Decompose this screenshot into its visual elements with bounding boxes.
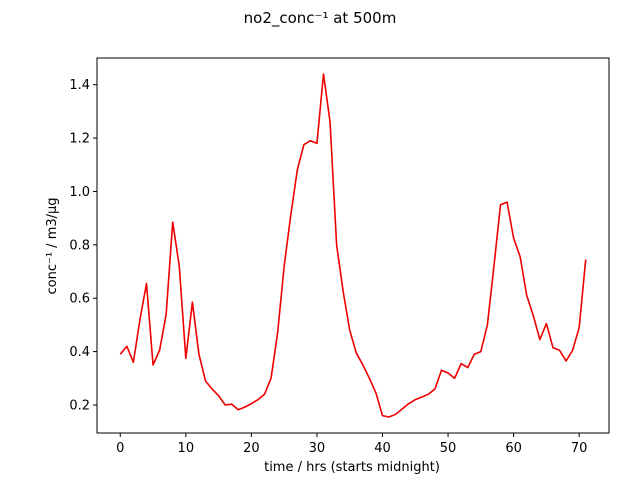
x-tick-label: 10 [178,441,195,456]
plot-frame [96,57,610,434]
y-tick-label: 1.2 [69,132,90,147]
y-tick-label: 1.0 [69,185,90,200]
x-tick-label: 70 [571,441,588,456]
series-line-0 [119,73,587,418]
x-tick-label: 0 [116,441,124,456]
plot-area [119,73,587,418]
y-tick-label: 0.2 [69,398,90,413]
x-axis: 0 10 20 30 40 50 60 70 [116,433,587,456]
chart-title: no2_conc⁻¹ at 500m [244,9,397,28]
x-tick-label: 20 [243,441,260,456]
x-tick-label: 30 [309,441,326,456]
y-tick-label: 0.8 [69,238,90,253]
x-axis-label: time / hrs (starts midnight) [264,460,440,475]
x-tick-label: 40 [374,441,391,456]
y-tick-label: 0.4 [69,345,90,360]
y-tick-label: 0.6 [69,292,90,307]
x-tick-label: 50 [440,441,457,456]
y-axis-label: conc⁻¹ / m3/µg [45,197,60,294]
x-tick-label: 60 [505,441,522,456]
y-axis: 0.2 0.4 0.6 0.8 1.0 1.2 1.4 [69,78,97,413]
y-tick-label: 1.4 [69,78,90,93]
